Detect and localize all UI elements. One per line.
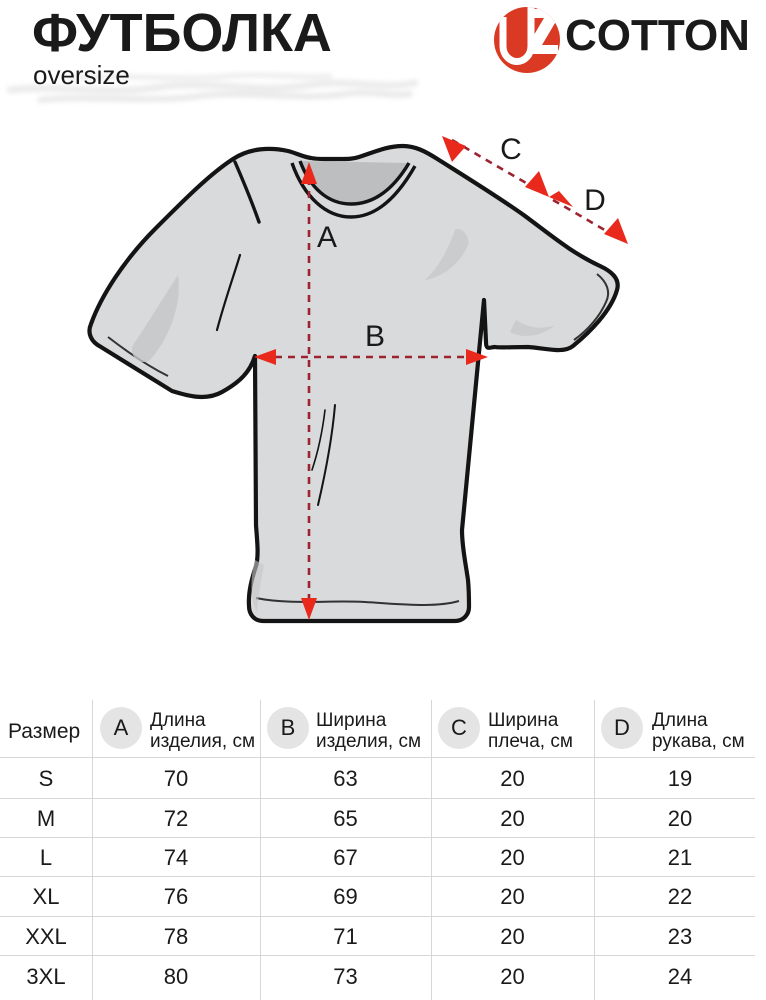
- svg-text:A: A: [317, 221, 337, 254]
- svg-text:B: B: [365, 320, 385, 353]
- svg-text:C: C: [500, 133, 522, 166]
- svg-text:D: D: [584, 184, 606, 217]
